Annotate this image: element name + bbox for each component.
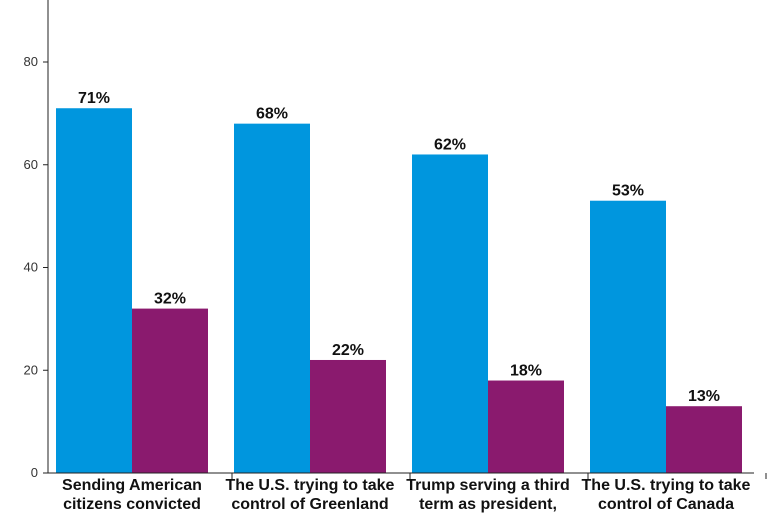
category-label-2: The U.S. trying to take control of Greenl… bbox=[226, 477, 395, 513]
category-label-line: control of Greenland bbox=[231, 496, 388, 513]
category-label-line: The U.S. trying to take bbox=[226, 477, 395, 494]
y-tick-label: 0 bbox=[31, 465, 38, 480]
data-label-series-2-2: 22% bbox=[332, 342, 364, 359]
data-labels-group: 71% 68% 62% 53% 32% 22% 18% 13% bbox=[78, 90, 720, 405]
category-label-4: The U.S. trying to take control of Canada bbox=[582, 477, 751, 513]
category-label-line: The U.S. trying to take bbox=[582, 477, 751, 494]
category-label-3: Trump serving a third term as president, bbox=[406, 477, 570, 513]
bars-group bbox=[56, 108, 742, 474]
data-label-series-1-2: 68% bbox=[256, 106, 288, 123]
data-label-series-1-3: 62% bbox=[434, 136, 466, 153]
y-tick-label: 20 bbox=[24, 362, 38, 377]
data-label-series-2-3: 18% bbox=[510, 363, 542, 380]
bar-series-1-1 bbox=[56, 108, 132, 474]
category-label-1: Sending American citizens convicted bbox=[62, 477, 202, 513]
bar-series-1-3 bbox=[412, 154, 488, 473]
bar-series-2-2 bbox=[310, 359, 386, 473]
bar-series-1-4 bbox=[590, 200, 666, 473]
category-label-line: citizens convicted bbox=[63, 496, 201, 513]
x-axis-ticks bbox=[231, 473, 767, 479]
category-label-line: Trump serving a third bbox=[406, 477, 570, 494]
category-label-line: Sending American bbox=[62, 477, 202, 494]
y-axis-ticks: 0 20 40 60 80 bbox=[24, 54, 48, 480]
bar-series-1-2 bbox=[234, 123, 310, 474]
data-label-series-2-1: 32% bbox=[154, 291, 186, 308]
data-label-series-2-4: 13% bbox=[688, 388, 720, 405]
y-tick-label: 80 bbox=[24, 54, 38, 69]
bar-series-2-1 bbox=[132, 308, 208, 473]
category-labels-group: Sending American citizens convicted The U.… bbox=[62, 477, 751, 513]
y-tick-label: 60 bbox=[24, 157, 38, 172]
y-tick-label: 40 bbox=[24, 260, 38, 275]
data-label-series-1-1: 71% bbox=[78, 90, 110, 107]
bar-series-2-3 bbox=[488, 380, 564, 473]
bar-series-2-4 bbox=[666, 406, 742, 473]
category-label-line: control of Canada bbox=[598, 496, 734, 513]
category-label-line: term as president, bbox=[419, 496, 557, 513]
data-label-series-1-4: 53% bbox=[612, 183, 644, 200]
